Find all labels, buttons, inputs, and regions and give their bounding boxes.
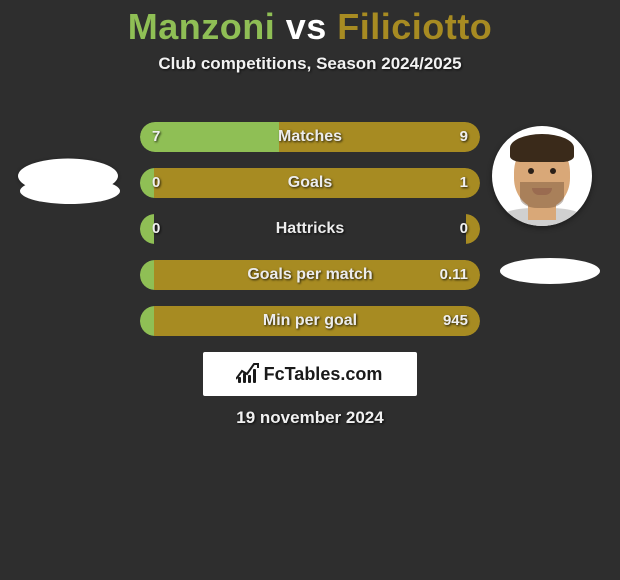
title-vs: vs [286, 6, 327, 47]
stat-label: Goals per match [140, 260, 480, 290]
stat-value-left: 0 [152, 168, 160, 198]
stat-value-right: 1 [460, 168, 468, 198]
stat-row: Goals per match0.11 [140, 260, 480, 290]
stat-value-left: 7 [152, 122, 160, 152]
stat-label: Hattricks [140, 214, 480, 244]
stat-value-right: 945 [443, 306, 468, 336]
stat-value-right: 9 [460, 122, 468, 152]
datestamp: 19 november 2024 [0, 408, 620, 428]
page-subtitle: Club competitions, Season 2024/2025 [0, 54, 620, 74]
player-2-token [500, 258, 600, 284]
comparison-infographic: Manzoni vs Filiciotto Club competitions,… [0, 0, 620, 580]
player-2-avatar-face [492, 126, 592, 226]
stat-bars: Matches79Goals01Hattricks00Goals per mat… [140, 122, 480, 352]
stat-label: Goals [140, 168, 480, 198]
stat-row: Goals0 1 [140, 168, 480, 198]
logo-bars-icon [238, 365, 258, 383]
stat-row: Min per goal945 [140, 306, 480, 336]
player-1-token [20, 178, 120, 204]
stat-row: Matches7 9 [140, 122, 480, 152]
site-logo: FcTables.com [203, 352, 417, 396]
page-title: Manzoni vs Filiciotto [0, 0, 620, 48]
player-2-avatar [492, 126, 592, 226]
stat-value-right: 0 [460, 214, 468, 244]
stat-value-right: 0.11 [440, 260, 468, 290]
stat-value-left: 0 [152, 214, 160, 244]
title-player-2: Filiciotto [337, 6, 492, 47]
stat-label: Matches [140, 122, 480, 152]
stat-label: Min per goal [140, 306, 480, 336]
logo-text: FcTables.com [264, 364, 383, 385]
title-player-1: Manzoni [128, 6, 275, 47]
stat-row: Hattricks0 0 [140, 214, 480, 244]
